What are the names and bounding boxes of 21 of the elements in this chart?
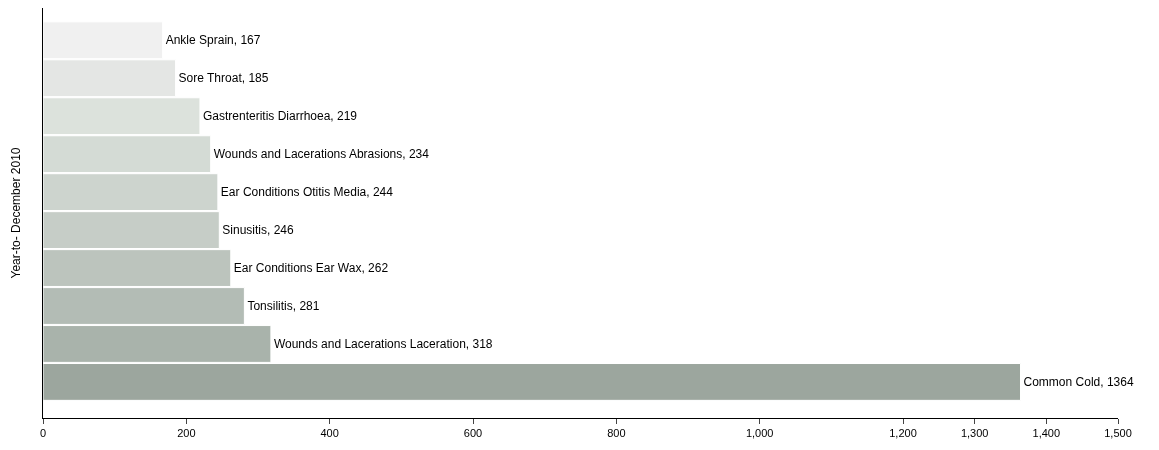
data-label: Ankle Sprain, 167 — [165, 33, 261, 48]
x-tick-label: 600 — [463, 427, 483, 440]
data-label: Sinusitis, 246 — [222, 223, 294, 238]
data-label: Common Cold, 1364 — [1023, 374, 1134, 389]
x-tick-label: 1,300 — [960, 427, 989, 440]
data-label: Gastrenteritis Diarrhoea, 219 — [202, 109, 358, 124]
data-label: Ear Conditions Ear Wax, 262 — [233, 261, 389, 276]
x-tick-label: 1,500 — [1104, 427, 1132, 440]
x-tick-label: 1,400 — [1032, 427, 1061, 440]
x-tick-label: 1,000 — [745, 427, 774, 440]
data-label: Ear Conditions Otitis Media, 244 — [220, 185, 394, 200]
x-tick-label: 0 — [39, 427, 47, 440]
data-label: Wounds and Lacerations Abrasions, 234 — [213, 147, 430, 162]
data-label: Wounds and Lacerations Laceration, 318 — [273, 336, 493, 351]
x-tick-label: 200 — [177, 427, 196, 440]
data-label: Tonsilitis, 281 — [247, 299, 320, 314]
x-tick-label: 1,200 — [889, 427, 917, 440]
data-label: Sore Throat, 185 — [178, 71, 269, 86]
y-axis-title: Year-to- December 2010 — [9, 147, 24, 279]
x-tick-label: 400 — [320, 427, 339, 440]
x-tick-label: 800 — [607, 427, 626, 440]
